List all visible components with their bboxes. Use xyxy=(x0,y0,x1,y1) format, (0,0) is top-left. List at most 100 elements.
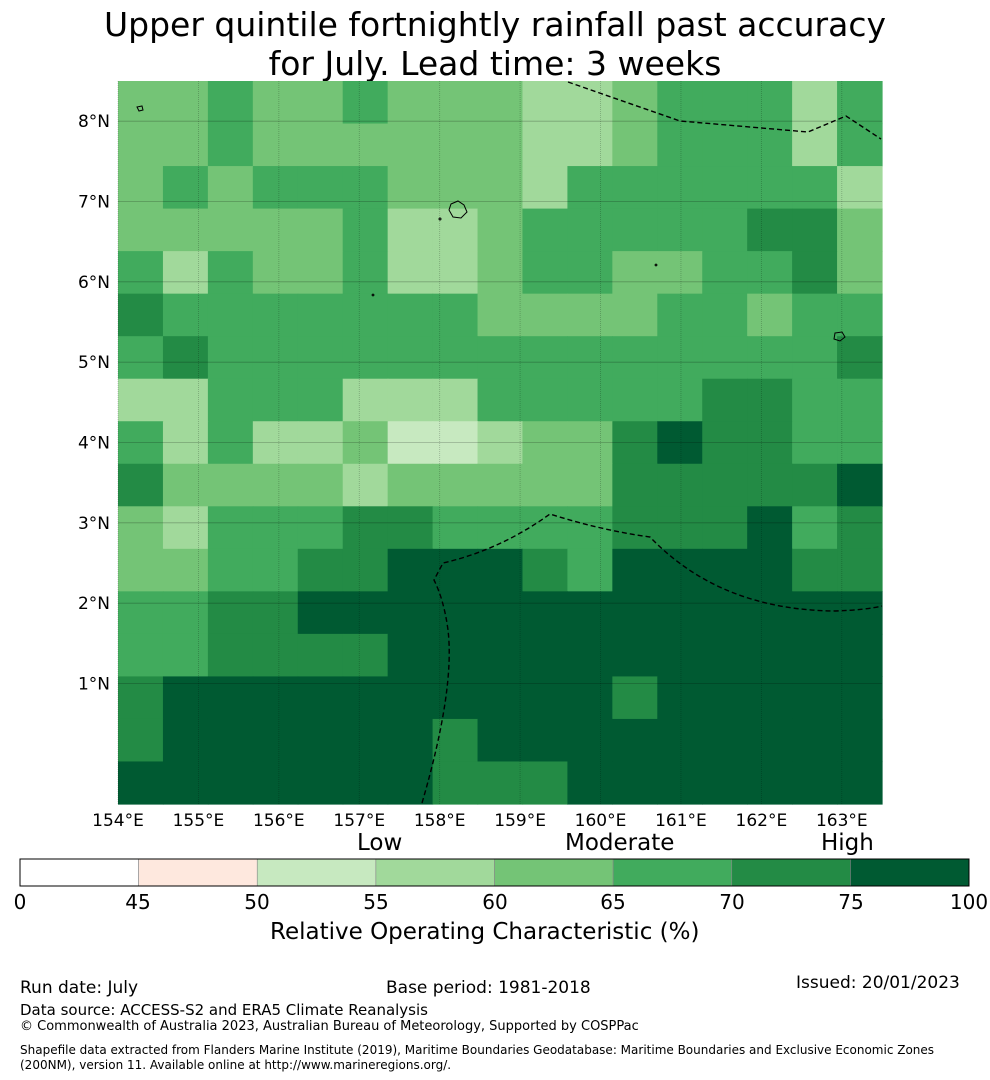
grid-cell xyxy=(477,208,524,252)
grid-cell xyxy=(207,336,254,380)
island-pohnpei xyxy=(448,200,468,219)
grid-cell xyxy=(792,123,838,167)
grid-cell xyxy=(387,506,434,550)
grid-cell xyxy=(522,378,569,422)
grid-cell xyxy=(387,548,434,592)
grid-cell xyxy=(342,421,389,465)
grid-cell xyxy=(162,548,209,592)
grid-cell xyxy=(792,676,838,720)
colorbar-axis-label: Relative Operating Characteristic (%) xyxy=(270,919,700,945)
shapefile-credit-line2: (200NM), version 11. Available online at… xyxy=(20,1058,452,1072)
grid-cell xyxy=(118,251,164,295)
grid-cell xyxy=(792,718,838,763)
grid-cell xyxy=(252,336,299,380)
grid-cell xyxy=(837,591,883,635)
grid-cell xyxy=(657,676,703,720)
grid-cell xyxy=(612,378,658,422)
grid-cell xyxy=(567,421,613,465)
lon-label: 163°E xyxy=(816,811,868,831)
grid-cell xyxy=(162,336,209,380)
grid-cell xyxy=(837,166,883,210)
grid-cell xyxy=(252,761,299,805)
island-atoll-nw xyxy=(136,105,144,112)
grid-cell xyxy=(657,293,703,337)
grid-cell xyxy=(702,676,748,720)
grid-cell xyxy=(297,633,344,678)
grid-cell xyxy=(342,378,389,422)
grid-cell xyxy=(747,166,793,210)
grid-cell xyxy=(477,378,524,422)
grid-cell xyxy=(747,718,793,763)
grid-cell xyxy=(612,81,658,125)
grid-cell xyxy=(477,761,524,805)
grid-cell xyxy=(747,761,793,805)
longitude-labels: 154°E 155°E 156°E 157°E 158°E 159°E 160°E 161°E… xyxy=(92,811,867,831)
grid-cell xyxy=(162,591,209,635)
grid-cell xyxy=(522,123,569,167)
grid-cell xyxy=(387,166,434,210)
grid-cell xyxy=(792,591,838,635)
grid-cell xyxy=(477,293,524,337)
grid-cell xyxy=(837,81,883,125)
grid-cell xyxy=(747,676,793,720)
grid-cell xyxy=(837,761,883,805)
island-kosrae xyxy=(833,331,846,342)
grid-cell xyxy=(118,336,164,380)
grid-cell xyxy=(837,123,883,167)
colorbar-bin xyxy=(375,858,495,887)
grid-cell xyxy=(387,208,434,252)
grid-cell xyxy=(252,676,299,720)
grid-cell xyxy=(342,166,389,210)
grid-cell xyxy=(162,81,209,125)
grid-cell xyxy=(522,548,569,592)
grid-cell xyxy=(432,81,479,125)
grid-cell xyxy=(118,548,164,592)
grid-cell xyxy=(747,633,793,678)
grid-cell xyxy=(118,761,164,805)
grid-cell xyxy=(792,293,838,337)
lat-label: 1°N xyxy=(78,675,110,695)
grid-cell xyxy=(702,208,748,252)
grid-cell xyxy=(657,81,703,125)
grid-cell xyxy=(118,591,164,635)
grid-cell xyxy=(162,378,209,422)
grid-cell xyxy=(657,251,703,295)
grid-cell xyxy=(702,591,748,635)
grid-cell xyxy=(162,633,209,678)
issued-date: Issued: 20/01/2023 xyxy=(796,973,960,993)
grid-cell xyxy=(252,421,299,465)
grid-cell xyxy=(567,506,613,550)
grid-cell xyxy=(387,676,434,720)
grid-cell xyxy=(477,166,524,210)
grid-cell xyxy=(477,81,524,125)
grid-cell xyxy=(342,208,389,252)
colorbar-frame xyxy=(19,858,970,887)
grid-cell xyxy=(432,718,479,763)
colorbar-bin xyxy=(494,858,614,887)
lon-label: 156°E xyxy=(253,811,305,831)
grid-cell xyxy=(477,123,524,167)
grid-cell xyxy=(702,251,748,295)
grid-cell xyxy=(747,336,793,380)
grid-cell xyxy=(118,463,164,507)
grid-cell xyxy=(612,676,658,720)
colorbar-bin xyxy=(612,858,733,887)
shapefile-credit-line1: Shapefile data extracted from Flanders M… xyxy=(20,1043,935,1057)
grid-cell xyxy=(477,506,524,550)
grid-cell xyxy=(657,548,703,592)
grid-cell xyxy=(792,463,838,507)
grid-cell xyxy=(162,421,209,465)
grid-cell xyxy=(747,506,793,550)
grid-cell xyxy=(297,81,344,125)
grid-cell xyxy=(837,293,883,337)
grid-cell xyxy=(432,633,479,678)
grid-cell xyxy=(747,251,793,295)
grid-cell xyxy=(612,718,658,763)
lon-label: 154°E xyxy=(92,811,144,831)
maritime-boundaries xyxy=(421,81,883,804)
grid-cell xyxy=(387,463,434,507)
lat-label: 6°N xyxy=(78,273,110,293)
latitude-labels: 1°N 2°N 3°N 4°N 5°N 6°N 7°N 8°N xyxy=(78,112,110,694)
colorbar-tick-70: 70 xyxy=(719,890,745,914)
